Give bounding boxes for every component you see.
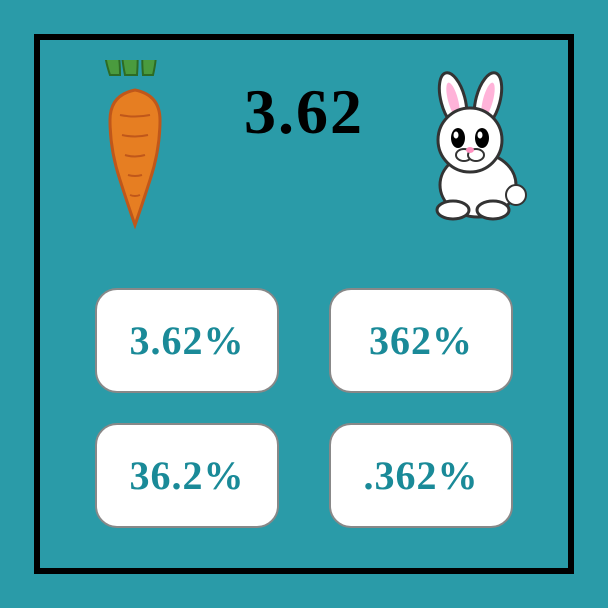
option-2[interactable]: 362%: [329, 288, 513, 393]
question-number: 3.62: [244, 75, 364, 149]
answer-options: 3.62% 362% 36.2% .362%: [40, 288, 568, 528]
option-3[interactable]: 36.2%: [95, 423, 279, 528]
option-4[interactable]: .362%: [329, 423, 513, 528]
carrot-icon: [60, 60, 210, 240]
option-1[interactable]: 3.62%: [95, 288, 279, 393]
question-frame: 3.62 3.62% 362% 36.2% .362%: [34, 34, 574, 574]
bunny-icon: [408, 70, 548, 230]
header-area: 3.62: [40, 40, 568, 240]
